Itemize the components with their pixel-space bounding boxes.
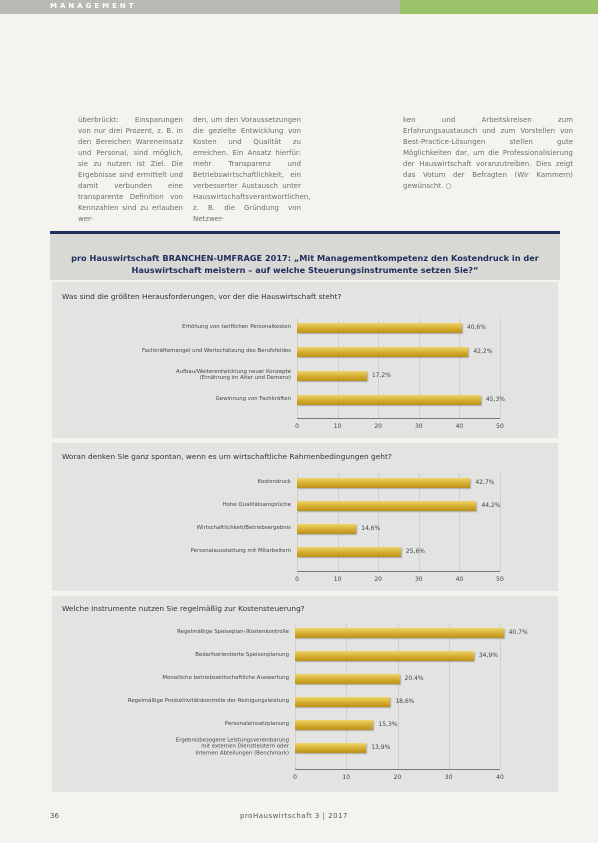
grid-line [459,473,461,571]
category-label: Kostendruck [257,479,291,485]
chart-question: Welche Instrumente nutzen Sie regelmäßig… [62,604,305,613]
text-column: den, um den Voraussetzungen die gezielte… [193,116,311,223]
grid-line [295,623,296,769]
category-label: Hohe Qualitätsansprüche [222,502,291,508]
x-tick-label: 40 [455,576,464,583]
x-tick-label: 0 [295,576,299,583]
category-label: Wirtschaftlichkeit/Betriebsergebnis [196,525,291,531]
grid-line [297,318,298,418]
bar [295,651,474,661]
value-label: 14,6% [361,525,381,532]
x-tick-label: 50 [496,576,504,583]
bar [297,547,401,557]
bar [297,371,367,381]
category-label: Ergebnisbezogene Leistungsvereinbarung m… [175,737,289,757]
category-label: Aufbau/Weiterentwicklung neuer Konzepte … [176,368,291,382]
category-label: Bedarfsorientierte Speisenplanung [195,652,289,658]
header-accent [400,0,598,14]
title-band [50,234,560,280]
value-label: 42,7% [475,479,495,486]
grid-line [378,473,380,571]
bar [295,720,374,730]
grid-line [448,623,450,769]
x-tick-label: 40 [496,774,504,781]
chart-panel: Welche Instrumente nutzen Sie regelmäßig… [52,596,558,792]
category-label: Regelmäßige Speiseplan-/Kostenkontrolle [177,629,289,635]
x-tick-label: 10 [342,774,351,781]
grid-line [337,473,339,571]
bar [297,478,471,488]
bar [295,743,367,753]
magazine-footer: proHauswirtschaft 3 | 2017 [240,812,348,820]
x-tick-label: 30 [414,423,423,430]
x-axis [297,418,500,419]
category-label: Erhöhung von tariflichen Personalkosten [182,324,291,330]
section-label: MANAGEMENT [50,2,137,10]
bar [297,524,357,534]
x-tick-label: 30 [444,774,453,781]
bar [295,674,400,684]
value-label: 45,3% [485,396,505,403]
survey-title: pro Hauswirtschaft BRANCHEN-UMFRAGE 2017… [71,253,539,275]
grid-line [418,318,420,418]
page-number: 36 [50,812,59,820]
header-band [0,0,400,14]
category-label: Personalausstattung mit Mitarbeitern [190,548,291,554]
category-label: Personaleinsatzplanung [224,721,289,727]
value-label: 20,4% [404,675,424,682]
divider [50,231,560,234]
x-tick-label: 0 [293,774,297,781]
chart-question: Woran denken Sie ganz spontan, wenn es u… [62,452,392,461]
chart-question: Was sind die größten Herausforderungen, … [62,292,342,301]
x-tick-label: 30 [414,576,423,583]
x-tick-label: 40 [455,423,464,430]
value-label: 40,7% [508,629,528,636]
bar [297,323,462,333]
x-tick-label: 10 [333,423,342,430]
grid-line [297,473,298,571]
value-label: 13,9% [371,744,391,751]
category-label: Gewinnung von Fachkräften [215,396,291,402]
bar [297,501,477,511]
grid-line [459,318,461,418]
value-label: 42,2% [473,348,493,355]
value-label: 40,6% [466,324,486,331]
value-label: 17,2% [371,372,391,379]
text-column: ken und Arbeitskreisen zum Erfahrungsaus… [403,116,573,190]
grid-line [397,623,399,769]
value-label: 18,6% [395,698,415,705]
grid-line [378,318,380,418]
value-label: 15,3% [378,721,398,728]
grid-line [337,318,339,418]
chart-panel: Was sind die größten Herausforderungen, … [52,282,558,438]
bar [295,628,504,638]
grid-line [500,473,501,571]
x-tick-label: 50 [496,423,504,430]
value-label: 25,6% [405,548,425,555]
x-tick-label: 10 [333,576,342,583]
x-axis [295,769,500,770]
chart-panel: Woran denken Sie ganz spontan, wenn es u… [52,443,558,591]
bar [295,697,391,707]
x-axis [297,571,500,572]
text-column: überbrückt: Einsparungen von nur drei Pr… [78,116,183,223]
x-tick-label: 0 [295,423,299,430]
bar [297,347,469,357]
grid-line [500,623,501,769]
x-tick-label: 20 [374,423,383,430]
category-label: Monatliche betriebswirtschaftliche Auswe… [162,675,289,681]
category-label: Regelmäßige Produktivitätskontrolle der … [127,698,289,704]
value-label: 44,2% [481,502,501,509]
x-tick-label: 20 [393,774,402,781]
x-tick-label: 20 [374,576,383,583]
grid-line [500,318,501,418]
value-label: 34,9% [478,652,498,659]
grid-line [418,473,420,571]
grid-line [346,623,348,769]
category-label: Fachkräftemangel und Wertschätzung des B… [142,348,291,354]
bar [297,395,481,405]
